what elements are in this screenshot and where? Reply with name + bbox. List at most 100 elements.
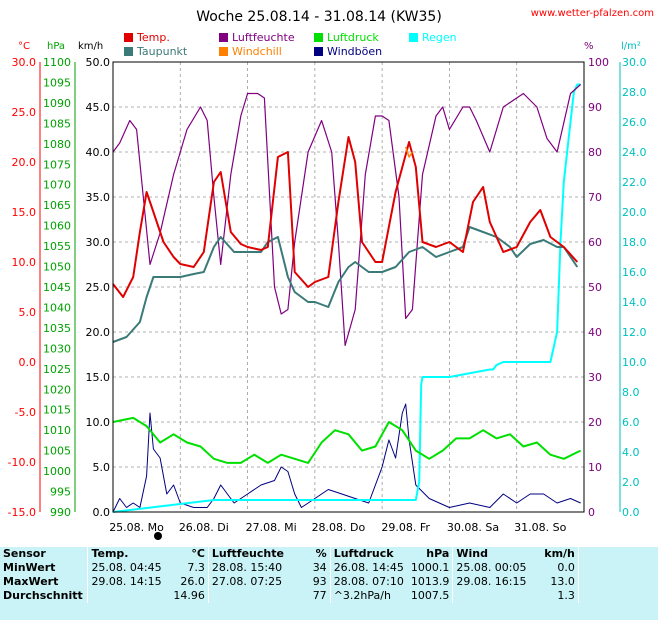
legend-label: Windböen [327, 45, 382, 58]
tick-label-hPa: 1010 [43, 424, 71, 437]
axis-unit-kmh: km/h [78, 41, 103, 52]
tick-label-hPa: 1090 [43, 97, 71, 110]
legend-label: Windchill [232, 45, 282, 58]
tick-label-hPa: 995 [50, 486, 71, 499]
x-label: 26.08. Di [179, 521, 229, 534]
tick-label-kmh: 45.0 [86, 101, 111, 114]
tick-label-rain: 26.0 [622, 116, 647, 129]
weather-chart: Woche 25.08.14 - 31.08.14 (KW35) www.wet… [7, 8, 654, 540]
tick-label-kmh: 40.0 [86, 146, 111, 159]
tick-label-hPa: 1025 [43, 363, 71, 376]
tick-label-hPa: 1015 [43, 404, 71, 417]
series-regen [112, 83, 581, 513]
tick-label-pct: 50 [588, 281, 602, 294]
tick-label-kmh: 25.0 [86, 281, 111, 294]
tick-label-rain: 12.0 [622, 326, 647, 339]
tick-label-rain: 2.0 [622, 476, 640, 489]
stats-table: Sensor Temp. °C Luftfeuchte % Luftdruck … [0, 547, 658, 620]
col-temp-unit: °C [191, 547, 205, 560]
plot-frame [112, 61, 585, 513]
legend-swatch [219, 33, 228, 42]
tick-label-degC: -5.0 [15, 406, 36, 419]
tick-label-hPa: 1020 [43, 383, 71, 396]
tick-label-pct: 60 [588, 236, 602, 249]
row-label: MaxWert [3, 575, 59, 588]
series-taupunkt [112, 226, 579, 343]
tick-label-kmh: 30.0 [86, 236, 111, 249]
tick-label-pct: 40 [588, 326, 602, 339]
x-label: 25.08. Mo [109, 521, 164, 534]
axis-unit-hpa: hPa [47, 41, 65, 52]
row-label: MinWert [3, 561, 56, 574]
series-luftfeuchte [112, 84, 581, 347]
site-link[interactable]: www.wetter-pfalzen.com [531, 8, 654, 19]
tick-label-pct: 90 [588, 101, 602, 114]
table-row: MinWert 25.08. 04:45 7.3 28.08. 15:40 34… [0, 561, 658, 575]
series-layer [112, 83, 582, 513]
tick-label-kmh: 0.0 [93, 506, 111, 519]
tick-label-hPa: 1000 [43, 465, 71, 478]
tick-label-rain: 6.0 [622, 416, 640, 429]
tick-label-rain: 14.0 [622, 296, 647, 309]
tick-label-pct: 70 [588, 191, 602, 204]
x-label: 27.08. Mi [246, 521, 297, 534]
tick-label-kmh: 5.0 [93, 461, 111, 474]
legend-label: Temp. [136, 31, 170, 44]
axis-tick-labels: 30.0 25.0 20.0 15.0 10.0 5.0 0.0 -5.0 -10.0 -15.0… [8, 56, 647, 519]
cell-temp-value: 14.96 [173, 589, 205, 602]
tick-label-rain: 20.0 [622, 206, 647, 219]
tick-label-pct: 80 [588, 146, 602, 159]
x-label: 31.08. So [514, 521, 566, 534]
tick-label-rain: 18.0 [622, 236, 647, 249]
col-sensor: Sensor [3, 547, 46, 560]
axis-unit-rain: l/m² [621, 41, 641, 52]
tick-label-pct: 100 [588, 56, 609, 69]
tick-label-pct: 10 [588, 461, 602, 474]
tick-label-hPa: 1095 [43, 76, 71, 89]
cell-druck-value: 1000.1 [410, 561, 450, 574]
table-row: Durchschnitt 14.96 77 ^3.2hPa/h 1007.5 1… [0, 589, 658, 603]
grid [113, 62, 584, 512]
tick-label-hPa: 990 [50, 506, 71, 519]
series-luftdruck [112, 416, 582, 464]
tick-label-rain: 0.0 [622, 506, 640, 519]
x-axis-labels: 25.08. Mo 26.08. Di 27.08. Mi 28.08. Do 29.0… [109, 521, 566, 534]
tick-label-degC: 10.0 [12, 256, 37, 269]
series-windb-en [112, 403, 581, 513]
cell-wind-value: 13.0 [550, 575, 575, 588]
x-label: 29.08. Fr [381, 521, 430, 534]
tick-label-hPa: 1035 [43, 322, 71, 335]
cell-druck-time: 28.08. 07:10 [329, 575, 407, 589]
col-temp: Temp. [87, 547, 165, 561]
col-wind: Wind [452, 547, 535, 561]
cell-druck-time: ^3.2hPa/h [329, 589, 407, 603]
cell-feuchte-value: 77 [312, 589, 327, 602]
cell-feuchte-time: 28.08. 15:40 [207, 561, 287, 575]
cell-temp-time: 25.08. 04:45 [87, 561, 165, 575]
axis-unit-degc: °C [18, 41, 30, 52]
tick-label-kmh: 50.0 [86, 56, 111, 69]
tick-label-degC: -15.0 [8, 506, 36, 519]
cell-wind-time [452, 589, 535, 603]
tick-label-rain: 8.0 [622, 386, 640, 399]
tick-label-kmh: 10.0 [86, 416, 111, 429]
cell-druck-time: 26.08. 14:45 [329, 561, 407, 575]
tick-label-rain: 10.0 [622, 356, 647, 369]
series-temp- [112, 136, 579, 298]
tick-label-degC: -10.0 [8, 456, 36, 469]
tick-label-rain: 16.0 [622, 266, 647, 279]
tick-label-rain: 28.0 [622, 86, 647, 99]
legend-swatch [124, 33, 133, 42]
cell-feuchte-time: 27.08. 07:25 [207, 575, 287, 589]
tick-label-pct: 0 [588, 506, 595, 519]
col-druck: Luftdruck [329, 547, 407, 561]
tick-label-hPa: 1060 [43, 220, 71, 233]
cell-temp-value: 26.0 [180, 575, 205, 588]
tick-label-hPa: 1085 [43, 117, 71, 130]
tick-label-hPa: 1045 [43, 281, 71, 294]
cell-feuchte-value: 93 [312, 575, 327, 588]
cell-temp-time [87, 589, 165, 603]
tick-label-degC: 5.0 [19, 306, 37, 319]
tick-label-kmh: 15.0 [86, 371, 111, 384]
col-feuchte: Luftfeuchte [207, 547, 287, 561]
